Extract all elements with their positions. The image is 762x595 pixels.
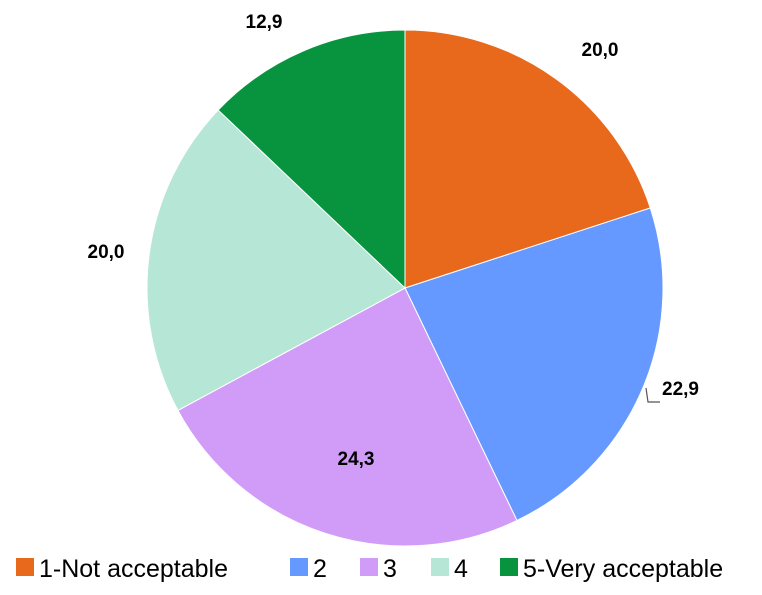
pie-slice-3	[177, 287, 518, 547]
pie-slice-5-very-acceptable	[217, 29, 406, 290]
legend: 1-Not acceptable 2 3 4 5-Very acceptable	[16, 555, 723, 583]
pie-slices	[146, 29, 664, 547]
legend-swatch-4	[431, 558, 449, 576]
legend-swatch-3	[360, 558, 378, 576]
data-label-4: 20,0	[88, 242, 125, 263]
pie-slice-4	[146, 109, 406, 412]
data-label-5-very-acceptable: 12,9	[246, 12, 283, 33]
leader-line-2	[645, 387, 660, 403]
legend-label-4: 4	[454, 555, 468, 583]
data-label-2: 22,9	[662, 379, 699, 400]
legend-swatch-5-very-acceptable	[500, 558, 518, 576]
leader-lines	[645, 387, 660, 403]
data-label-1-not-acceptable: 20,0	[582, 40, 619, 61]
legend-label-3: 3	[383, 555, 397, 583]
pie-slice-2	[404, 207, 664, 522]
legend-label-2: 2	[313, 555, 327, 583]
legend-label-1-not-acceptable: 1-Not acceptable	[39, 555, 228, 583]
legend-label-5-very-acceptable: 5-Very acceptable	[523, 555, 723, 583]
data-label-3: 24,3	[338, 449, 375, 470]
data-labels: 20,0 22,9 24,3 20,0 12,9	[88, 12, 699, 470]
legend-swatch-2	[290, 558, 308, 576]
legend-swatch-1-not-acceptable	[16, 558, 34, 576]
pie-slice-1-not-acceptable	[404, 29, 651, 289]
